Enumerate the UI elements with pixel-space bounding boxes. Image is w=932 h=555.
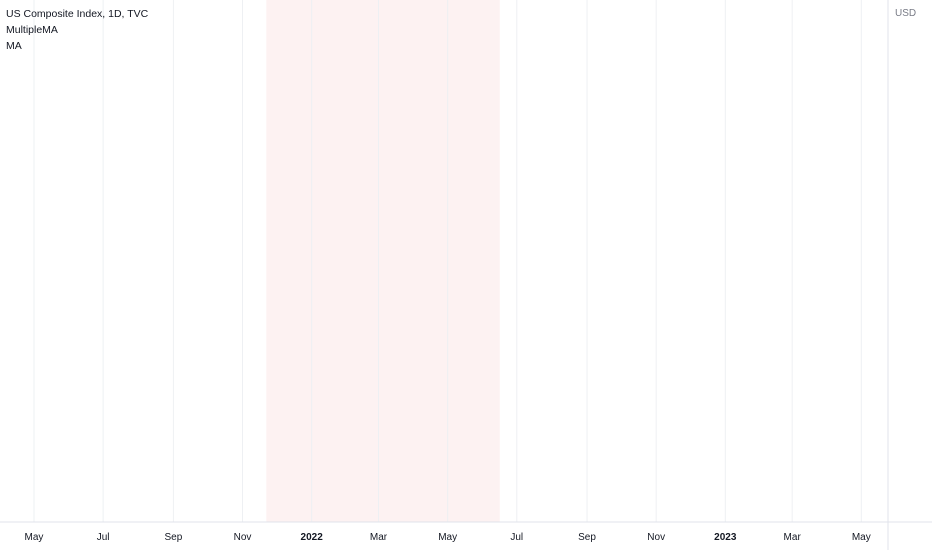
axis-currency-label: USD — [895, 8, 916, 19]
time-tick-label-2: Sep — [164, 532, 182, 543]
time-tick-label-7: Jul — [510, 532, 523, 543]
time-tick-label-1: Jul — [97, 532, 110, 543]
time-tick-label-3: Nov — [234, 532, 252, 543]
legend-symbol: US Composite Index, 1D, TVC — [6, 8, 149, 20]
time-tick-label-5: Mar — [370, 532, 388, 543]
time-tick-label-0: May — [25, 532, 44, 543]
time-tick-label-8: Sep — [578, 532, 596, 543]
legend-indicator-ma[interactable]: MA — [6, 40, 22, 52]
chart-legend: US Composite Index, 1D, TVC MultipleMA M… — [6, 6, 148, 54]
time-tick-label-11: Mar — [784, 532, 802, 543]
fib-range-lower-0 — [266, 0, 500, 522]
legend-indicator-multiplema[interactable]: MultipleMA — [6, 24, 58, 36]
time-tick-label-12: May — [852, 532, 871, 543]
time-tick-label-9: Nov — [647, 532, 665, 543]
time-tick-label-10: 2023 — [714, 532, 737, 543]
time-tick-label-6: May — [438, 532, 457, 543]
time-tick-label-4: 2022 — [301, 532, 324, 543]
